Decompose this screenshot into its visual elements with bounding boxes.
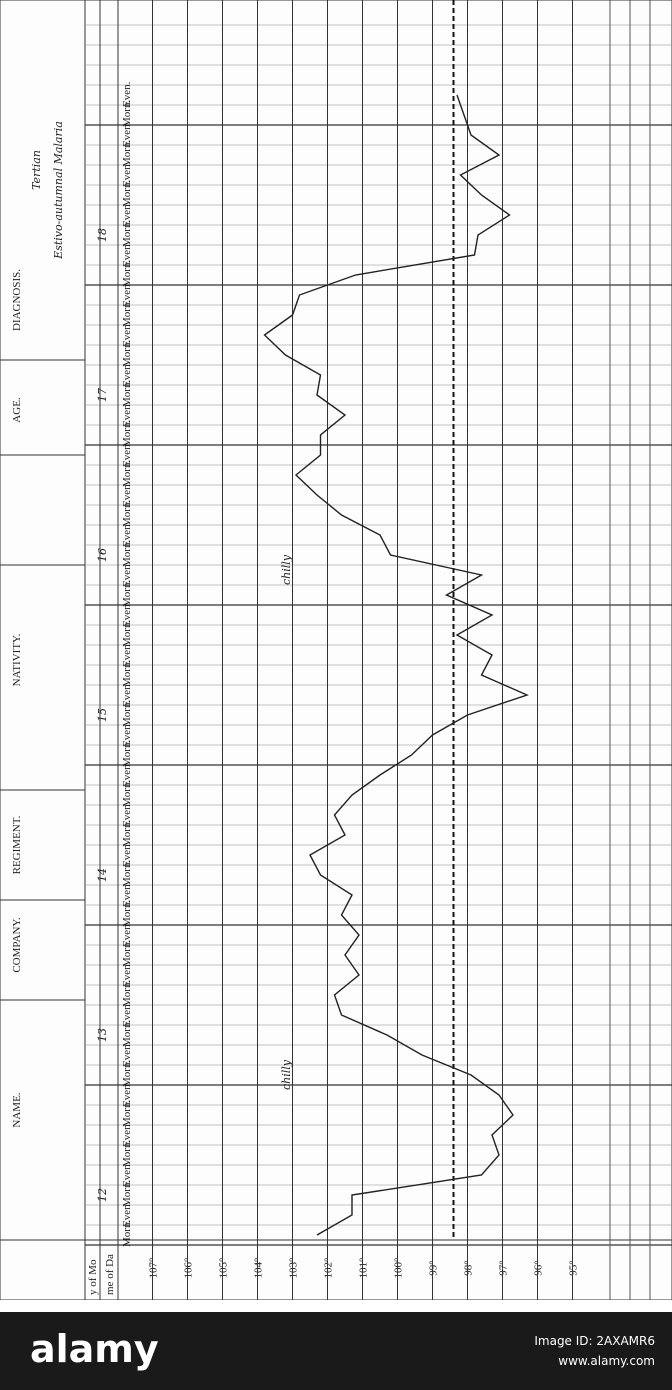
time-label: Morn. — [121, 820, 133, 847]
time-label: Even. — [121, 841, 133, 867]
time-label: Even. — [121, 721, 133, 747]
annotation: chilly — [280, 1059, 293, 1090]
time-label: Even. — [121, 161, 133, 187]
diagnosis: Estivo-autumnal Malaria — [52, 121, 65, 260]
time-label: Even. — [121, 641, 133, 667]
watermark: alamy — [30, 1327, 159, 1371]
header-label: AGE. — [11, 397, 23, 423]
time-label: Morn. — [121, 500, 133, 527]
time-label: Morn. — [121, 620, 133, 647]
time-label: Even. — [121, 1001, 133, 1027]
time-label: Morn. — [121, 1180, 133, 1207]
y-tick-label: 95° — [568, 1260, 580, 1275]
time-label: Even. — [121, 1041, 133, 1067]
time-label: Even. — [121, 681, 133, 707]
image-id: Image ID: 2AXAMR6 — [534, 1334, 655, 1348]
time-label: Even. — [121, 521, 133, 547]
time-label: Even. — [121, 801, 133, 827]
time-label: Morn. — [121, 140, 133, 167]
time-label: Even. — [121, 441, 133, 467]
day-label: 15 — [96, 708, 109, 722]
y-tick-label: 96° — [533, 1260, 545, 1275]
annotation: chilly — [280, 554, 293, 585]
day-label: 17 — [96, 388, 109, 402]
time-label: Morn. — [121, 300, 133, 327]
header-label: REGIMENT. — [11, 815, 23, 874]
time-label: Morn. — [121, 1060, 133, 1087]
y-tick-label: 99° — [428, 1260, 440, 1275]
row-label: me of Da — [104, 1254, 116, 1295]
time-label: Morn. — [121, 700, 133, 727]
time-label: Morn. — [121, 220, 133, 247]
time-label: Even. — [121, 1161, 133, 1187]
time-label: Morn. — [121, 100, 133, 127]
time-label: Morn. — [121, 460, 133, 487]
time-label: Even. — [121, 1081, 133, 1107]
time-label: Morn. — [121, 940, 133, 967]
y-tick-label: 104° — [253, 1258, 265, 1279]
day-label: 13 — [96, 1028, 109, 1042]
time-label: Even. — [121, 401, 133, 427]
time-label: Morn. — [121, 860, 133, 887]
time-label: Morn. — [121, 1220, 133, 1247]
time-label: Morn. — [121, 1140, 133, 1167]
row-label: y of Mo — [87, 1259, 99, 1295]
time-label: Morn. — [121, 340, 133, 367]
header-label: NATIVITY. — [11, 633, 23, 686]
time-label: Morn. — [121, 260, 133, 287]
time-label: Even. — [121, 881, 133, 907]
header-label: NAME. — [11, 1092, 23, 1127]
time-label: Even. — [121, 121, 133, 147]
y-tick-label: 101° — [358, 1258, 370, 1279]
time-label: Morn. — [121, 380, 133, 407]
y-tick-label: 97° — [498, 1260, 510, 1275]
time-label: Morn. — [121, 1100, 133, 1127]
time-label: Morn. — [121, 900, 133, 927]
header-label: COMPANY. — [11, 917, 23, 973]
y-tick-label: 98° — [463, 1260, 475, 1275]
time-label: Even. — [121, 321, 133, 347]
time-label: Even. — [121, 1201, 133, 1227]
time-label: Even. — [121, 281, 133, 307]
time-label: Morn. — [121, 1020, 133, 1047]
time-label: Morn. — [121, 660, 133, 687]
time-label: Even. — [121, 201, 133, 227]
y-tick-label: 102° — [323, 1258, 335, 1279]
time-label: Morn. — [121, 780, 133, 807]
day-label: 16 — [96, 548, 109, 562]
time-label: Morn. — [121, 180, 133, 207]
watermark-band — [0, 1312, 672, 1390]
time-label: Even. — [121, 761, 133, 787]
chart-frame — [0, 0, 672, 1301]
time-label: Even. — [121, 601, 133, 627]
time-label: Even. — [121, 481, 133, 507]
y-tick-label: 106° — [183, 1258, 195, 1279]
time-label: Morn. — [121, 420, 133, 447]
time-label: Even. — [121, 961, 133, 987]
y-tick-label: 103° — [288, 1258, 300, 1279]
diagnosis: Tertian — [30, 150, 43, 190]
time-label: Morn. — [121, 980, 133, 1007]
site: www.alamy.com — [558, 1354, 655, 1368]
time-label: Even. — [121, 1121, 133, 1147]
y-tick-label: 107° — [148, 1258, 160, 1279]
time-label: Even. — [121, 561, 133, 587]
day-label: 12 — [96, 1188, 109, 1202]
time-label: Even. — [121, 241, 133, 267]
time-label: Morn. — [121, 580, 133, 607]
day-label: 18 — [96, 228, 109, 242]
time-label: Even. — [121, 921, 133, 947]
y-tick-label: 105° — [218, 1258, 230, 1279]
time-label: Even. — [121, 361, 133, 387]
header-label: DIAGNOSIS. — [11, 269, 23, 331]
time-label: Morn. — [121, 740, 133, 767]
day-label: 14 — [96, 868, 109, 882]
time-label: Morn. — [121, 540, 133, 567]
time-label: Even. — [121, 81, 133, 107]
temperature-line — [263, 94, 529, 1236]
y-tick-label: 100° — [393, 1258, 405, 1279]
